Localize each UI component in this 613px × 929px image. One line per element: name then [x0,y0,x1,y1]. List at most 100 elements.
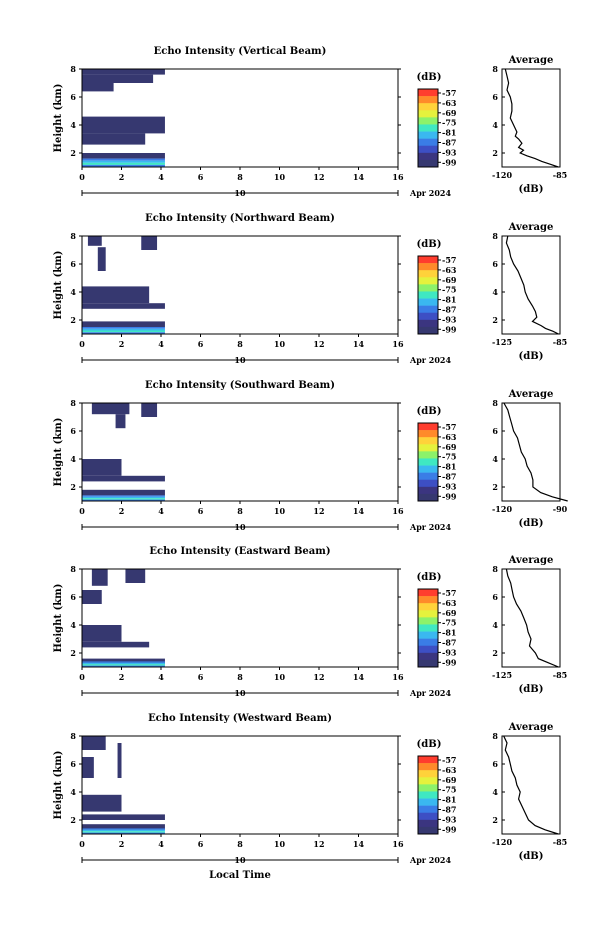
colorbar-swatch [418,493,438,502]
x-tick-label: 4 [158,339,164,349]
average-y-tick-label: 4 [492,620,498,630]
colorbar-tick-label: -75 [442,452,456,462]
x-tick-label: 14 [353,172,365,182]
y-tick-label: 2 [70,315,76,325]
average-y-tick-label: 6 [492,759,498,769]
colorbar-tick-label: -63 [442,765,457,775]
colorbar-swatch [418,770,438,778]
colorbar-unit: (dB) [417,72,442,83]
colorbar-tick-label: -75 [442,285,456,295]
average-title: Average [508,55,554,66]
colorbar-tick-label: -63 [442,432,457,442]
colorbar-tick-label: -93 [442,647,457,657]
y-tick-label: 8 [70,564,76,574]
colorbar-tick-label: -75 [442,118,456,128]
colorbar-tick-label: -57 [442,255,456,265]
x-tick-label: 4 [158,672,164,682]
colorbar-tick-label: -93 [442,147,457,157]
beam-panel-1: Echo Intensity (Northward Beam) 2 4 6 8 Heigh… [53,213,567,365]
x-tick-label: 10 [274,672,286,682]
colorbar-swatch [418,291,438,299]
average-y-tick-label: 6 [492,259,498,269]
panel-title: Echo Intensity (Southward Beam) [145,380,335,391]
surface-echo-band [82,662,165,665]
x-tick-label: 10 [274,506,286,516]
surface-echo-band [82,828,165,830]
average-xlabel: (dB) [519,851,544,862]
colorbar-swatch [418,298,438,306]
colorbar-frame [417,88,439,168]
colorbar-swatch [418,791,438,799]
colorbar-swatch [418,472,438,481]
y-axis-label: Height (km) [53,418,64,487]
colorbar-swatch [418,631,438,639]
colorbar-unit: (dB) [417,406,442,417]
average-y-tick-label: 8 [492,398,498,408]
x-tick-label: 12 [313,506,324,516]
panel-title: Echo Intensity (Vertical Beam) [154,46,327,57]
y-tick-label: 8 [70,731,76,741]
echo-block [82,814,165,820]
average-y-tick-label: 8 [492,564,498,574]
colorbar-swatch [418,312,438,321]
colorbar-swatch [418,103,438,111]
echo-block [82,757,94,778]
colorbar-swatch [418,589,438,597]
average-x-tick-label: -90 [553,504,568,514]
colorbar-tick-label: -87 [442,472,456,482]
date-month-label: Apr 2024 [409,688,452,698]
x-tick-label: 0 [79,506,85,516]
colorbar-swatch [418,826,438,835]
colorbar-swatch [418,124,438,132]
y-tick-label: 6 [70,92,76,102]
colorbar-swatch [418,819,438,828]
x-tick-label: 8 [237,172,243,182]
colorbar-tick-label: -57 [442,588,456,598]
x-tick-label: 0 [79,839,85,849]
colorbar-tick-label: -69 [442,275,457,285]
x-tick-label: 2 [119,672,125,682]
colorbar-tick-label: -99 [442,324,457,334]
y-tick-label: 6 [70,592,76,602]
colorbar-frame [417,422,439,502]
echo-block [141,236,158,250]
colorbar-swatch [418,89,438,97]
date-month-label: Apr 2024 [409,855,452,865]
colorbar-swatch [418,152,438,161]
date-day-label: 10 [234,855,246,865]
panel-title: Echo Intensity (Westward Beam) [148,713,332,724]
x-tick-label: 10 [274,339,286,349]
x-tick-label: 12 [313,339,324,349]
average-y-tick-label: 2 [492,315,498,325]
colorbar-swatch [418,96,438,104]
panel-title: Echo Intensity (Northward Beam) [145,213,335,224]
date-day-label: 10 [234,188,246,198]
colorbar-swatch [418,110,438,118]
average-y-tick-label: 6 [492,592,498,602]
x-tick-label: 0 [79,172,85,182]
date-month-label: Apr 2024 [409,188,452,198]
colorbar-swatch [418,319,438,328]
y-axis-label: Height (km) [53,251,64,320]
x-tick-label: 4 [158,839,164,849]
colorbar-swatch [418,486,438,495]
average-y-tick-label: 2 [492,815,498,825]
x-tick-label: 16 [392,672,404,682]
colorbar-swatch [418,812,438,821]
panel-title: Echo Intensity (Eastward Beam) [149,546,330,557]
colorbar-tick-label: -69 [442,108,457,118]
beam-panel-4: Echo Intensity (Westward Beam) 2 4 6 8 Height… [53,713,567,865]
average-frame [501,68,561,168]
echo-block [91,403,130,415]
beam-panel-0: Echo Intensity (Vertical Beam) 2 4 6 8 Height… [53,46,567,198]
average-title: Average [508,722,554,733]
colorbar-swatch [418,624,438,632]
colorbar-tick-label: -75 [442,618,456,628]
y-tick-label: 4 [70,454,76,464]
colorbar-swatch [418,145,438,154]
colorbar-tick-label: -57 [442,755,456,765]
colorbar-swatch [418,117,438,125]
colorbar-tick-label: -99 [442,157,457,167]
x-tick-label: 8 [237,839,243,849]
